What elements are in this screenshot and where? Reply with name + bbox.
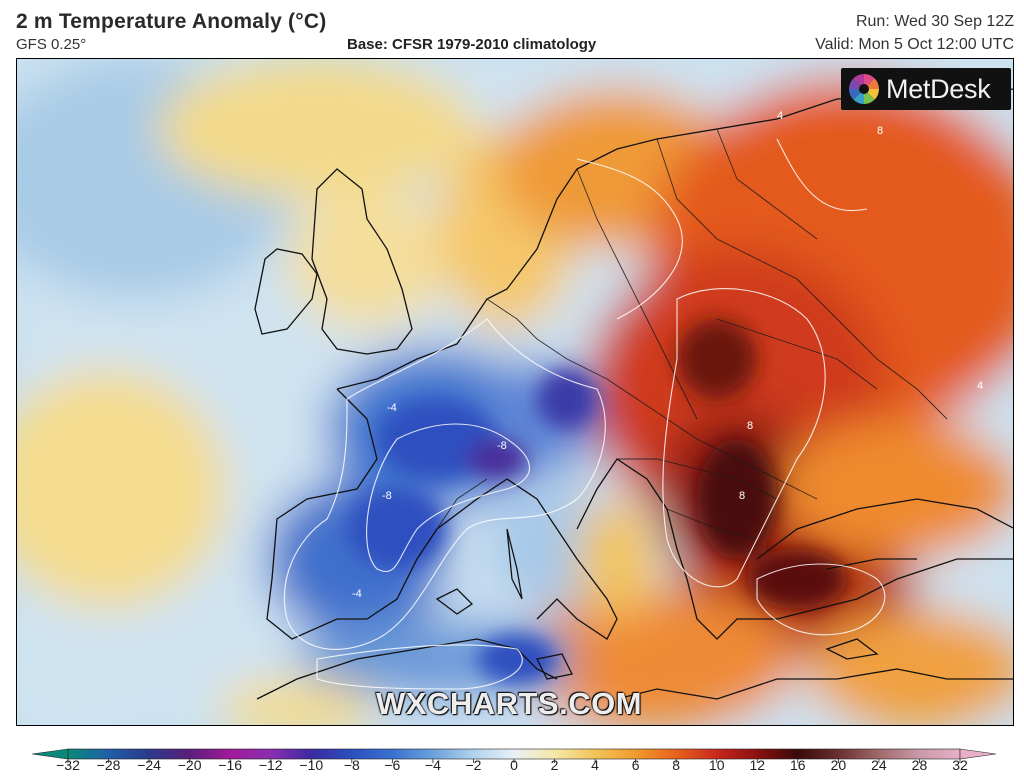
metdesk-logo-icon [849,74,879,104]
metdesk-logo-text: MetDesk [886,73,991,104]
wxcharts-watermark: WXCHARTS.COM [376,686,643,721]
chart-title: 2 m Temperature Anomaly (°C) [16,10,327,33]
run-time-label: Run: Wed 30 Sep 12Z [855,13,1014,30]
legend-tick-label: −8 [343,757,360,773]
legend-tick-label: −2 [465,757,482,773]
chart-header: 2 m Temperature Anomaly (°C) GFS 0.25° B… [0,0,1024,58]
contour-label: -8 [382,490,392,502]
contour-label: 8 [877,125,883,137]
legend-max-arrow [959,748,997,760]
legend-tick-label: −24 [137,757,161,773]
legend-tick-label: 4 [591,757,599,773]
contour-label: -4 [387,402,397,414]
legend-tick-label: −4 [424,757,441,773]
legend-tick-label: 28 [911,757,928,773]
legend-tick-label: −28 [96,757,121,773]
contour-label: 8 [747,420,753,432]
legend-tick-label: −20 [177,757,202,773]
model-label: GFS 0.25° [16,36,87,53]
legend-tick-labels: −32 −28 −24 −20 −16 −12 −10 −8 −6 −4 −2 0 2 4 6 8 10 12 16… [0,757,1024,777]
climatology-base-label: Base: CFSR 1979-2010 climatology [347,36,597,53]
legend-tick-label: 10 [708,757,725,773]
valid-time-label: Valid: Mon 5 Oct 12:00 UTC [815,36,1014,53]
country-borders [436,128,948,540]
legend-tick-label: 20 [830,757,847,773]
legend-tick-label: 6 [631,757,640,773]
legend-tick-label: −6 [384,757,401,773]
anomaly-field [17,59,1013,725]
coastlines [254,88,1013,700]
legend-tick-label: 8 [672,757,681,773]
legend-tick-label: 12 [749,757,766,773]
legend-tick-label: 24 [871,757,887,773]
legend-tick-label: −16 [218,757,243,773]
legend-tick-label: −10 [299,757,324,773]
metdesk-logo: MetDesk [841,68,1011,110]
legend-tick-label: 0 [510,757,518,773]
contour-lines [283,138,886,690]
legend-tick-label: 2 [550,757,559,773]
legend-tick-label: 32 [952,757,968,773]
legend-bar [31,748,997,763]
legend-min-arrow [31,748,69,760]
legend-tick-label: −12 [258,757,283,773]
contour-label-group: -4 -8 -4 -8 8 8 4 8 4 [352,110,983,600]
color-scale-legend [31,748,997,763]
contour-label: 8 [739,490,745,502]
contour-label: 4 [977,380,983,392]
anomaly-map[interactable]: -4 -8 -4 -8 8 8 4 8 4 [16,58,1014,726]
legend-tick-label: −32 [56,757,80,773]
anomaly-map-canvas: -4 -8 -4 -8 8 8 4 8 4 [17,59,1013,725]
legend-tick-label: 16 [790,757,806,773]
contour-label: 4 [777,110,783,122]
contour-label: -4 [352,588,362,600]
contour-label: -8 [497,440,507,452]
